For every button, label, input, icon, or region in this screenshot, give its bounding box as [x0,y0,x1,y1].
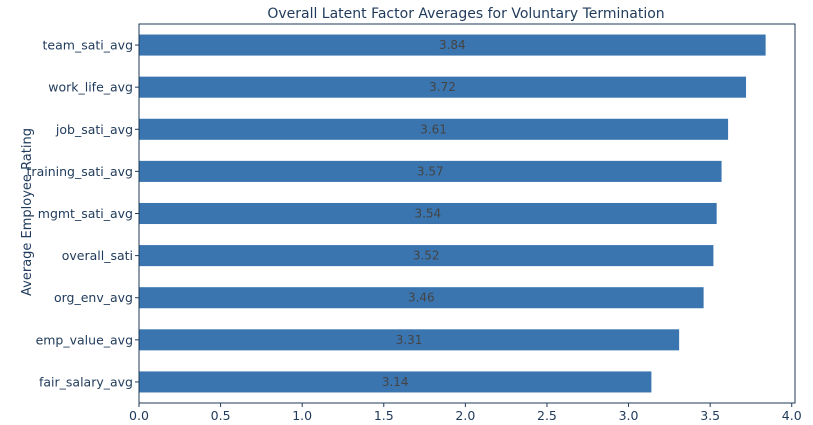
x-tick-label: 0.0 [129,408,149,423]
x-ticks-layer: 0.0 0.5 1.0 1.5 2.0 2.5 3.0 3.5 4.0 [129,403,802,423]
bar-value-label: 3.54 [414,207,441,221]
bar-value-label: 3.57 [417,164,444,178]
bar-value-label: 3.61 [420,122,447,136]
bar-value-label: 3.46 [408,291,435,305]
y-tick-label: emp_value_avg [36,332,133,347]
y-tick-label: work_life_avg [48,80,133,95]
bar-overall-sati [139,245,714,267]
bar-team-sati-avg [139,34,766,56]
y-axis-label: Average Employee Rating [20,128,35,296]
x-tick-label: 1.0 [292,408,312,423]
y-tick-label: fair_salary_avg [39,374,133,389]
x-tick-label: 4.0 [782,408,802,423]
y-tick-label: job_sati_avg [55,122,133,137]
bar-emp-value-avg [139,329,680,351]
y-tick-label: mgmt_sati_avg [38,206,133,221]
y-tick-label: team_sati_avg [43,38,133,53]
plot-frame [138,23,796,404]
bar-org-env-avg [139,287,704,309]
y-tick-label: org_env_avg [54,290,133,305]
bar-fair-salary-avg [139,371,652,393]
bar-work-life-avg [139,76,747,98]
bars-layer [139,34,766,393]
bar-mgmt-sati-avg [139,202,717,225]
y-ticks-layer: team_sati_avg work_life_avg job_sati_avgtr… [27,38,139,389]
chart-title: Overall Latent Factor Averages for Volun… [267,6,664,22]
bar-training-sati-avg [139,160,722,182]
bar-value-label: 3.14 [382,375,409,389]
x-tick-label: 2.0 [455,408,475,423]
bar-value-label: 3.52 [413,249,440,263]
y-tick-label: overall_sati [62,248,133,263]
bar-value-label: 3.72 [429,80,456,94]
x-tick-label: 1.5 [374,408,394,423]
y-tick-label: training_sati_avg [27,164,133,179]
x-tick-label: 2.5 [537,408,557,423]
bar-job-sati-avg [139,118,729,140]
bar-value-label: 3.84 [439,38,466,52]
x-tick-label: 3.5 [700,408,720,423]
x-tick-label: 3.0 [619,408,639,423]
x-tick-label: 0.5 [211,408,231,423]
value-labels-layer: 3.84 3.72 3.61 3.57 3.54 3.52 3.46 3.31 3.14 [382,38,466,389]
bar-value-label: 3.31 [396,333,423,347]
